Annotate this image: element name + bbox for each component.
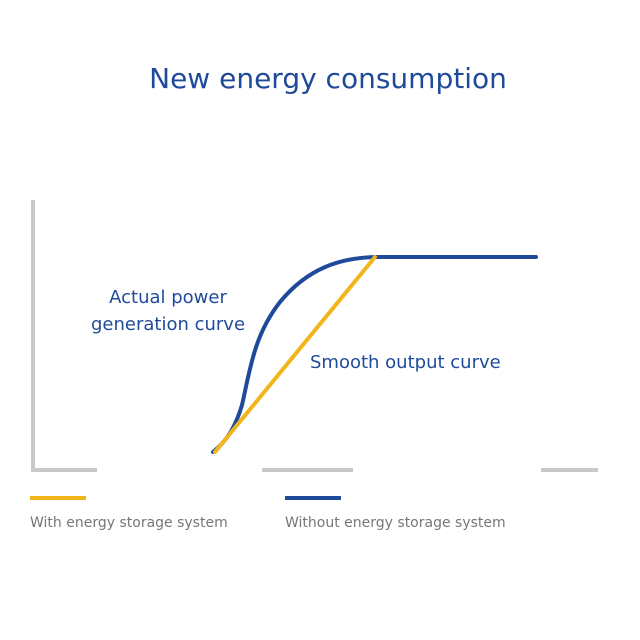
legend-label: Without energy storage system — [285, 515, 506, 531]
smooth-curve — [213, 255, 377, 454]
title: New energy consumption — [149, 62, 507, 95]
actual-curve — [211, 255, 538, 454]
annotation: Smooth output curve — [310, 352, 501, 373]
annotation: Actual power — [109, 287, 227, 308]
axes — [31, 200, 598, 472]
annotation: generation curve — [91, 314, 245, 335]
legend-label: With energy storage system — [30, 515, 228, 531]
